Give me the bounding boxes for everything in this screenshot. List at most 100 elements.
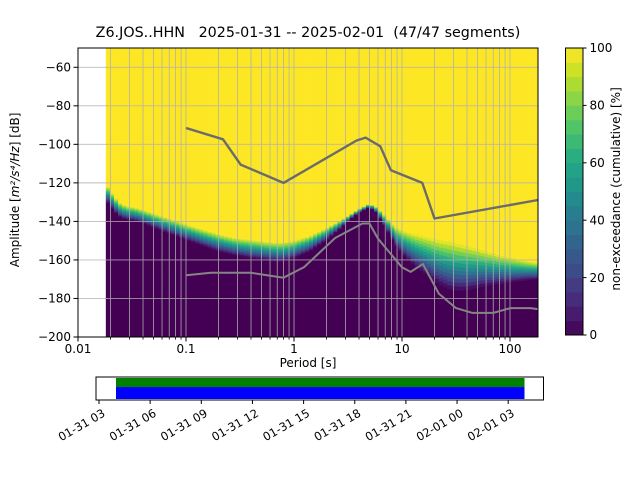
hist-col-band — [378, 217, 383, 219]
hist-col-band — [219, 234, 225, 237]
hist-col-band — [215, 248, 221, 250]
y-tick-label: −60 — [46, 60, 71, 74]
hist-col-band — [260, 241, 265, 243]
hist-col-band — [345, 217, 351, 219]
hist-col-top — [520, 48, 525, 261]
hist-col-top — [195, 48, 200, 228]
hist-col-band — [406, 253, 412, 256]
hist-col-band — [520, 266, 525, 270]
hist-col-bottom — [154, 228, 160, 337]
hist-col-top — [325, 48, 330, 228]
hist-col-band — [325, 232, 330, 234]
hist-col-band — [516, 264, 521, 267]
hist-col-bottom — [248, 257, 253, 337]
hist-col-band — [374, 210, 379, 211]
hist-col-band — [357, 211, 363, 213]
hist-col-band — [479, 256, 485, 260]
hist-col-band — [406, 239, 412, 242]
hist-col-band — [349, 214, 355, 216]
hist-col-band — [183, 226, 188, 229]
hist-col-top — [386, 48, 391, 220]
hist-col-bottom — [203, 246, 208, 337]
hist-col-top — [374, 48, 379, 207]
hist-col-band — [459, 244, 464, 249]
hist-col-band — [280, 256, 286, 259]
hist-col-band — [292, 244, 298, 247]
hist-col-bottom — [439, 285, 444, 337]
hist-col-top — [341, 48, 346, 219]
hist-col-band — [130, 211, 135, 213]
hist-col-band — [337, 225, 342, 227]
hist-col-band — [439, 262, 444, 267]
hist-col-band — [329, 225, 334, 227]
hist-col-band — [329, 232, 334, 234]
hist-col-band — [512, 262, 517, 265]
plot-title: Z6.JOS..HHN 2025-01-31 -- 2025-02-01 (47… — [95, 25, 521, 41]
hist-col-band — [162, 219, 168, 221]
hist-col-band — [248, 244, 253, 246]
hist-col-band — [504, 265, 509, 268]
hist-col-band — [459, 259, 464, 264]
hist-col-band — [288, 244, 294, 246]
hist-col-bottom — [300, 254, 306, 337]
hist-col-band — [223, 251, 229, 254]
hist-col-band — [426, 266, 432, 271]
hist-col-band — [195, 233, 200, 235]
hist-col-band — [130, 206, 135, 209]
hist-col-band — [439, 255, 444, 260]
hist-col-band — [390, 229, 395, 231]
hist-col-band — [524, 261, 529, 263]
hist-col-band — [378, 216, 383, 218]
hist-col-band — [276, 256, 281, 259]
hist-col-band — [353, 214, 359, 216]
hist-col-band — [329, 227, 334, 229]
hist-col-band — [187, 233, 192, 235]
hist-col-band — [134, 216, 139, 219]
hist-col-band — [321, 233, 326, 236]
hist-col-band — [313, 242, 318, 245]
hist-col-band — [252, 255, 257, 258]
hist-col-band — [170, 233, 176, 236]
hist-col-band — [390, 225, 395, 228]
hist-col-band — [410, 243, 416, 247]
hist-col-band — [349, 217, 355, 218]
hist-col-bottom — [231, 255, 237, 337]
hist-col-band — [463, 282, 468, 287]
hist-col-band — [260, 254, 265, 257]
hist-col-band — [215, 246, 221, 249]
hist-col-band — [435, 260, 440, 265]
hist-col-bottom — [239, 256, 245, 337]
hist-col-band — [313, 238, 318, 240]
hist-col-band — [296, 250, 302, 253]
hist-col-band — [252, 246, 257, 249]
hist-col-band — [369, 207, 375, 209]
hist-col-band — [532, 270, 538, 273]
hist-col-band — [382, 216, 387, 218]
hist-col-band — [142, 218, 147, 220]
hist-col-band — [447, 265, 452, 270]
hist-col-band — [309, 241, 314, 244]
hist-col-band — [369, 206, 375, 208]
hist-col-band — [296, 246, 302, 248]
hist-col-band — [183, 229, 188, 231]
hist-col-band — [183, 236, 188, 239]
hist-col-bottom — [195, 243, 200, 337]
hist-col-band — [398, 234, 403, 238]
hist-col-band — [309, 245, 314, 247]
hist-col-band — [528, 267, 533, 270]
hist-col-band — [345, 219, 351, 221]
hist-col-band — [203, 231, 208, 234]
hist-col-band — [333, 224, 338, 226]
hist-col-band — [256, 242, 261, 244]
hist-col-band — [390, 238, 395, 241]
hist-col-band — [487, 263, 493, 267]
hist-col-band — [394, 240, 399, 243]
hist-col-band — [130, 210, 135, 212]
hist-col-band — [398, 244, 403, 247]
hist-col-band — [329, 233, 334, 235]
hist-col-band — [191, 229, 196, 231]
colorbar-band — [565, 234, 583, 250]
hist-col-band — [471, 268, 477, 272]
hist-col-band — [292, 251, 298, 254]
hist-col-band — [365, 207, 371, 209]
